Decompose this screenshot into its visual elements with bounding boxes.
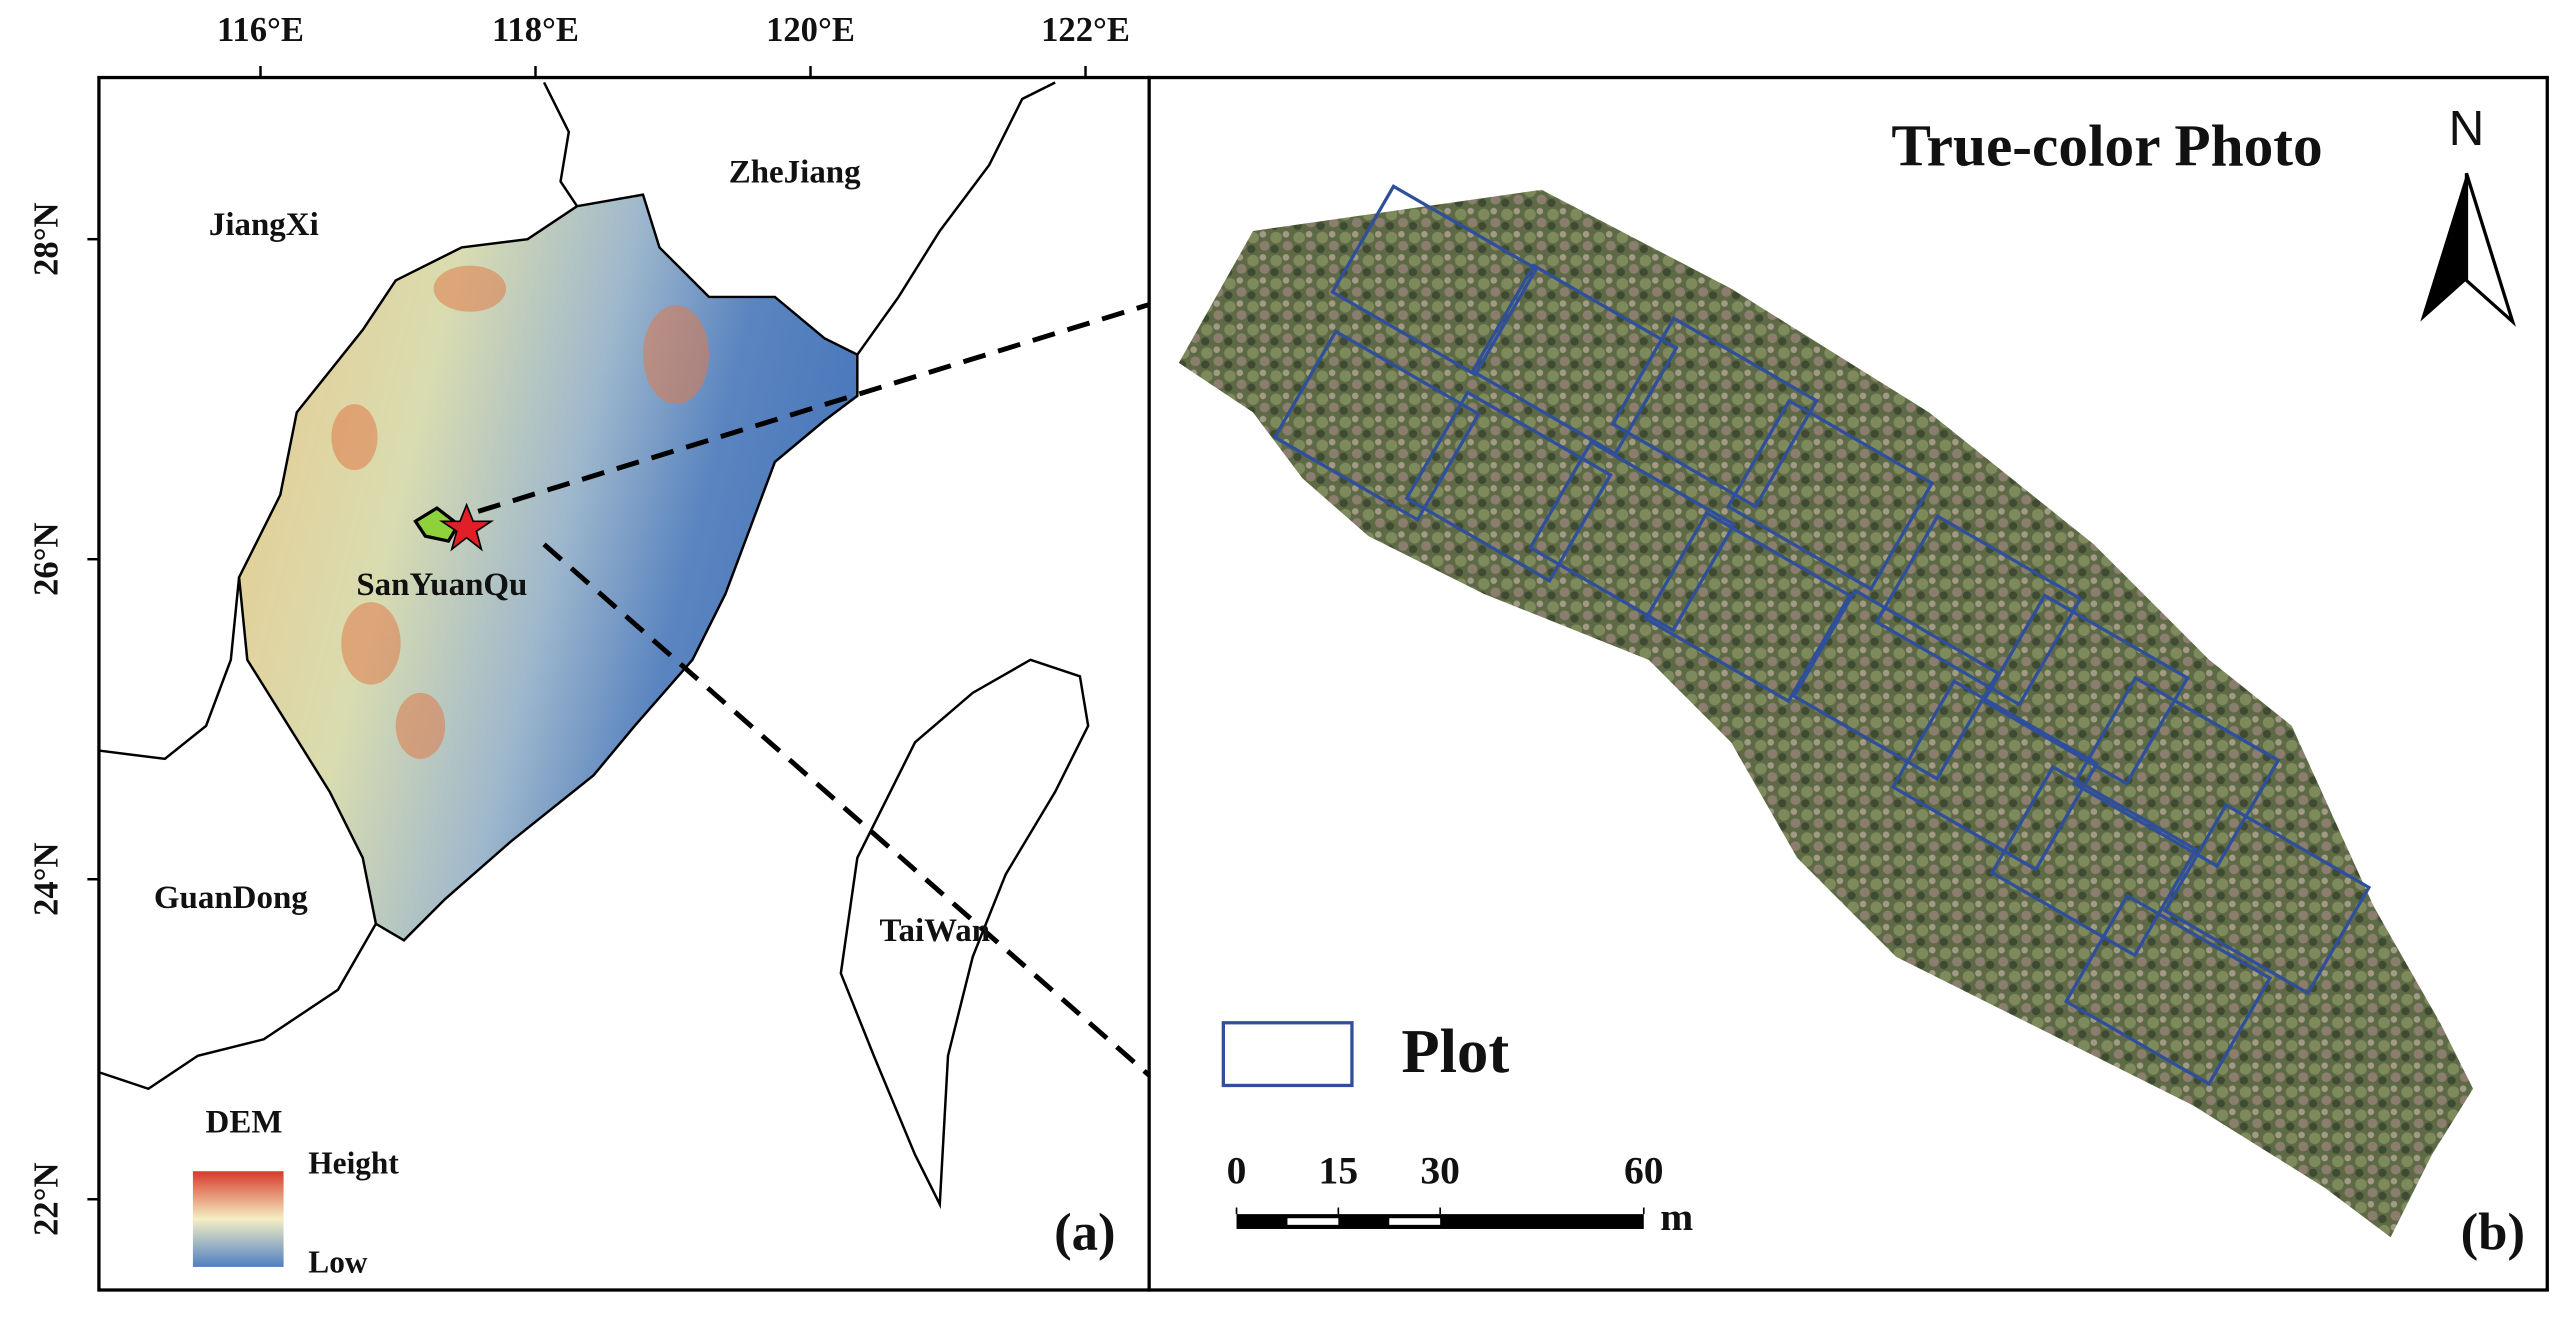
place-label: JiangXi [209, 207, 319, 243]
scale-unit: m [1660, 1195, 1693, 1239]
lat-label: 24°N [27, 842, 65, 916]
legend-label: Plot [1401, 1016, 1509, 1086]
coastline [98, 923, 377, 1091]
study-area [413, 506, 461, 543]
plot [1272, 329, 1481, 522]
plot [1404, 390, 1613, 583]
province-border [98, 577, 241, 761]
north-arrow [2420, 173, 2467, 322]
highland [643, 305, 709, 405]
plot [1330, 184, 1539, 377]
scale-bar-segment [1389, 1218, 1441, 1225]
legend-title: DEM [206, 1105, 283, 1141]
plot [1981, 593, 2190, 786]
highland [331, 404, 378, 471]
plot [1643, 510, 1852, 704]
legend-label: Low [308, 1244, 368, 1279]
scale-label: 60 [1624, 1149, 1664, 1193]
coastline [856, 81, 1056, 356]
basemap [98, 81, 1056, 1091]
highland [395, 692, 446, 759]
graticule-labels: 116°E 118°E 120°E 122°E 22°N 24°N 26°N 28°N [27, 11, 1130, 1236]
place-label: ZheJiang [729, 154, 861, 190]
place-label: TaiWan [880, 913, 991, 949]
plots [1272, 184, 2372, 1087]
lon-label: 122°E [1041, 11, 1130, 49]
plot [1890, 678, 2100, 872]
plot [1874, 514, 2083, 707]
zoom-line [542, 542, 1176, 1099]
plot [1610, 316, 1819, 509]
scale-label: 0 [1227, 1149, 1247, 1193]
plot-legend-swatch [1221, 1021, 1354, 1088]
taiwan-outline [839, 658, 1090, 1209]
zoom-line [477, 294, 1175, 514]
dem-legend-ramp [192, 1171, 284, 1267]
lon-label: 118°E [492, 11, 579, 49]
study-star [439, 502, 495, 552]
plot [2162, 802, 2372, 996]
highland [433, 265, 507, 312]
highland [341, 602, 401, 685]
lon-label: 116°E [217, 11, 304, 49]
lat-label: 26°N [27, 522, 65, 596]
plot [2063, 893, 2273, 1087]
place-label: GuanDong [154, 880, 308, 916]
north-label: N [2449, 101, 2485, 156]
plot [1725, 398, 1935, 592]
plot [1528, 439, 1737, 633]
province-border [542, 81, 579, 207]
lon-label: 120°E [766, 11, 855, 49]
north-arrow [2464, 172, 2516, 327]
scale-bar-segment [1287, 1218, 1339, 1225]
lat-label: 28°N [27, 202, 65, 276]
scale-bar: 0 15 30 60m [1227, 1149, 1694, 1239]
legend-label: Height [308, 1145, 399, 1180]
plot [1470, 263, 1679, 456]
place-label: SanYuanQu [356, 567, 527, 603]
scale-label: 15 [1319, 1149, 1359, 1193]
panel-label: (b) [2461, 1203, 2525, 1261]
lat-label: 22°N [27, 1163, 65, 1237]
scale-label: 30 [1420, 1149, 1460, 1193]
plot [2072, 675, 2281, 869]
photo-title: True-color Photo [1891, 112, 2322, 178]
plot [1791, 588, 2001, 781]
plot [1989, 764, 2199, 958]
panel-label: (a) [1054, 1203, 1116, 1261]
dem-highlands [331, 265, 709, 759]
